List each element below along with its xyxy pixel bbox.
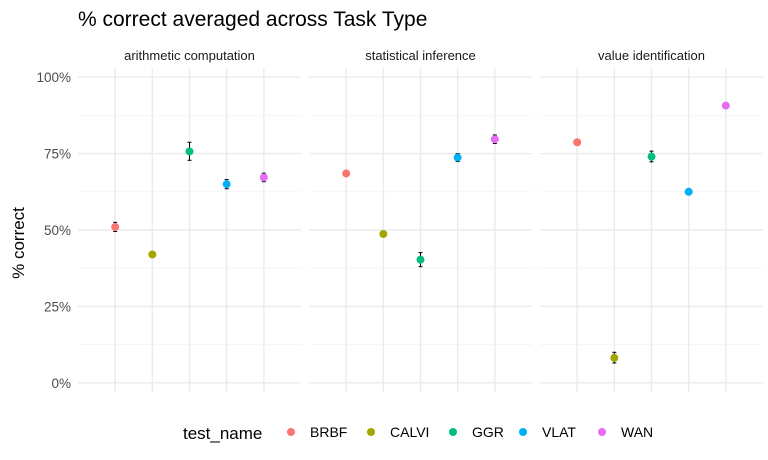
data-point-ggr [416,255,425,264]
data-point-vlat [222,180,231,189]
legend-key-wan [598,428,606,436]
facet-strip-label: value identification [598,48,705,63]
chart-title: % correct averaged across Task Type [78,8,427,31]
legend-label: VLAT [542,424,576,440]
facet-panel-2: value identification [540,48,763,392]
legend-label: GGR [472,424,504,440]
facet-strip-label: arithmetic computation [124,48,255,63]
data-point-calvi [379,229,388,238]
facet-strip-label: statistical inference [365,48,476,63]
legend-title: test_name [183,424,262,443]
legend: test_name BRBF CALVI GGR VLAT WAN [183,424,653,443]
legend-key-brbf [287,428,295,436]
data-point-wan [259,173,268,182]
legend-label: WAN [621,424,653,440]
data-point-wan [721,101,730,110]
legend-key-vlat [519,428,527,436]
data-point-calvi [148,250,157,259]
legend-label: CALVI [390,424,429,440]
data-point-brbf [342,169,351,178]
y-tick-label: 25% [44,299,71,314]
data-point-calvi [610,353,619,362]
data-point-ggr [185,147,194,156]
legend-label: BRBF [310,424,347,440]
data-point-brbf [573,138,582,147]
data-point-brbf [111,222,120,231]
facet-panel-1: statistical inference [309,48,532,392]
data-point-vlat [453,153,462,162]
y-axis-label: % correct [9,207,28,279]
facet-panel-0: arithmetic computation [78,48,301,392]
y-tick-label: 50% [44,223,71,238]
facet-panels: arithmetic computation statistical infere… [78,48,763,392]
data-point-vlat [684,187,693,196]
data-point-wan [490,135,499,144]
data-point-ggr [647,152,656,161]
y-tick-label: 75% [44,147,71,162]
legend-key-calvi [367,428,375,436]
y-tick-label: 0% [51,376,71,391]
legend-key-ggr [449,428,457,436]
y-axis: 0% 25% 50% 75% 100% [36,70,71,391]
y-tick-label: 100% [36,70,71,85]
